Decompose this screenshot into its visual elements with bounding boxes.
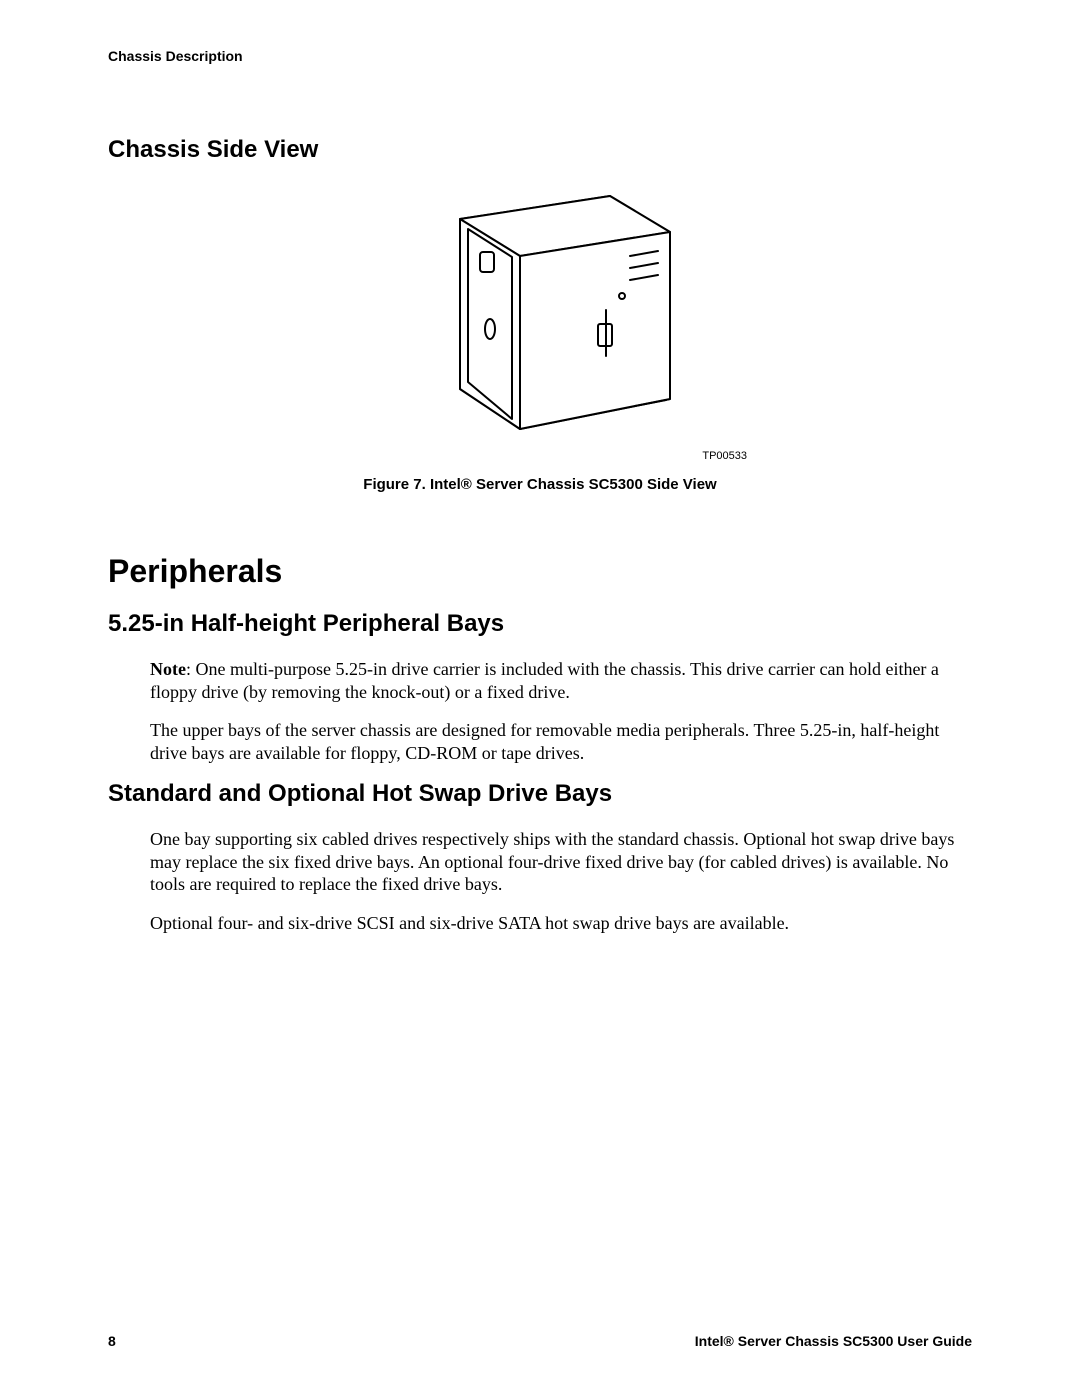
page-number: 8 [108, 1333, 116, 1349]
heading-hotswap-bays: Standard and Optional Hot Swap Drive Bay… [108, 780, 972, 808]
paragraph-hotswap-2: Optional four- and six-drive SCSI and si… [150, 912, 972, 935]
heading-peripheral-bays: 5.25-in Half-height Peripheral Bays [108, 610, 972, 638]
footer-doc-title: Intel® Server Chassis SC5300 User Guide [695, 1333, 972, 1349]
figure-caption: Figure 7. Intel® Server Chassis SC5300 S… [108, 476, 972, 493]
figure-chassis-side-view: TP00533 Figure 7. Intel® Server Chassis … [108, 184, 972, 493]
paragraph-hotswap-1: One bay supporting six cabled drives res… [150, 828, 972, 896]
chassis-side-view-illustration [390, 184, 690, 444]
paragraph-upper-bays: The upper bays of the server chassis are… [150, 719, 972, 764]
note-label: Note [150, 659, 186, 679]
note-body: : One multi-purpose 5.25-in drive carrie… [150, 659, 939, 702]
heading-peripherals: Peripherals [108, 553, 972, 590]
page-footer: 8 Intel® Server Chassis SC5300 User Guid… [108, 1333, 972, 1349]
figure-reference-number: TP00533 [108, 450, 972, 462]
heading-chassis-side-view: Chassis Side View [108, 136, 972, 164]
paragraph-note: Note: One multi-purpose 5.25-in drive ca… [150, 658, 972, 703]
page-header: Chassis Description [108, 48, 972, 64]
